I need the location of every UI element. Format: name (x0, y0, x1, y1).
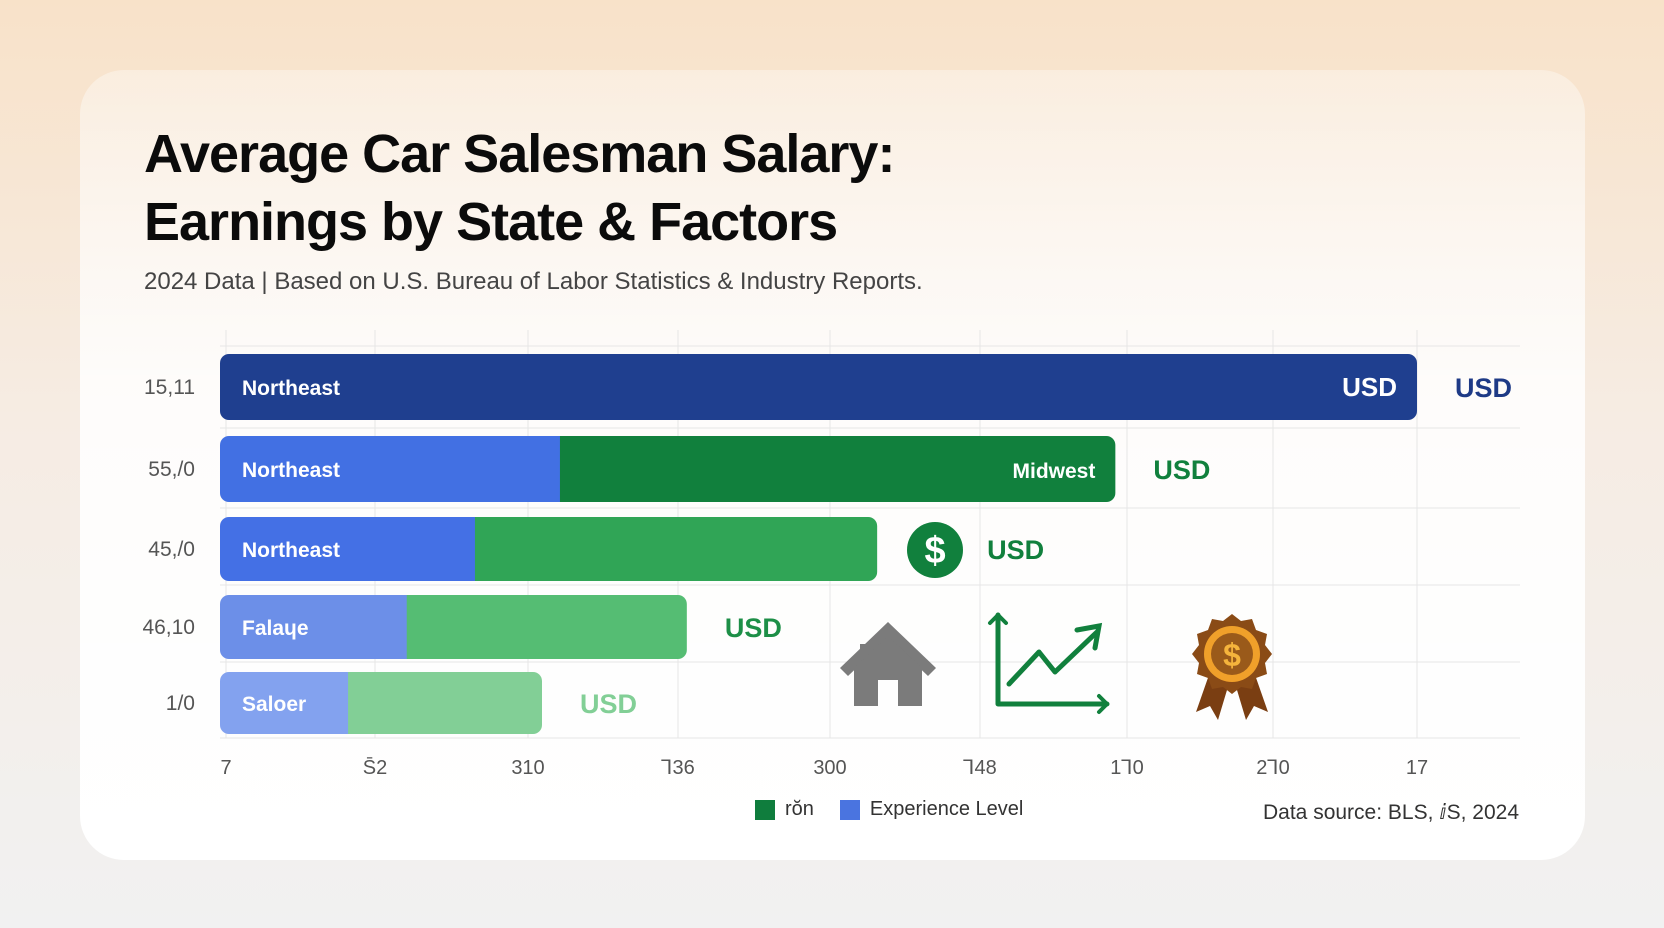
bar-segment (220, 672, 349, 734)
legend-label: Experience Level (869, 798, 1024, 820)
x-tick-label: S̄2 (363, 756, 387, 779)
row-label: 46,10 (142, 616, 195, 639)
bar-value-label: USD (725, 613, 782, 643)
title-line-1: Average Car Salesman Salary: (144, 124, 895, 184)
row-label: 55,/0 (148, 458, 195, 481)
row-label: 15,11 (144, 376, 195, 399)
segment-label: Northeast (242, 377, 340, 400)
segment-label: Saloer (242, 693, 306, 716)
svg-text:$: $ (924, 530, 945, 572)
segment-label: Northeast (242, 539, 340, 562)
x-tick-label: 310 (511, 757, 544, 779)
bar-value-label: USD (580, 689, 637, 719)
bar-row (220, 354, 1417, 420)
bar-segment (220, 354, 1417, 420)
house-icon (840, 622, 936, 706)
x-tick-label: 2⅂0 (1256, 757, 1289, 779)
x-tick-label: 17 (1406, 757, 1428, 779)
bar-value-label: USD (1455, 373, 1512, 403)
bar-end-label: USD (1342, 372, 1397, 402)
dollar-icon: $ (907, 522, 963, 578)
bar-segment (559, 436, 1116, 502)
chart-subtitle: 2024 Data | Based on U.S. Bureau of Labo… (144, 268, 923, 295)
bar-segment (474, 517, 878, 581)
x-tick-label: 1⅂0 (1110, 757, 1143, 779)
x-tick-label: 300 (813, 757, 846, 779)
bar-segment (220, 517, 476, 581)
icons: $ $ (840, 522, 1272, 720)
bar-row (220, 595, 687, 659)
legend-label: rŏn (785, 798, 814, 820)
legend-swatch (839, 799, 860, 820)
legend: rŏn Experience Level (755, 798, 1039, 821)
segment-label: Northeast (242, 459, 340, 482)
award-medal-icon: $ (1192, 614, 1272, 720)
legend-item: rŏn (755, 798, 814, 821)
bar-end-label: Midwest (1013, 460, 1096, 483)
bar-row (220, 436, 1116, 502)
bar-value-label: USD (987, 535, 1044, 565)
x-tick-label: ⅂48 (963, 757, 996, 779)
trend-up-icon (988, 612, 1110, 714)
bar-row (220, 517, 878, 581)
data-source-note: Data source: BLS, ⅈS, 2024 (1263, 801, 1520, 824)
bar-segment (406, 595, 687, 659)
bar-segment (220, 595, 408, 659)
x-tick-label: 7 (220, 757, 231, 779)
labels: Northeast USD USD 15,11 Northeast Midwest USD 5… (142, 372, 1512, 779)
bar-segment (220, 436, 561, 502)
bar-segment (348, 672, 542, 734)
segment-label: Falaɥe (242, 617, 309, 640)
chart-title: Average Car Salesman Salary: Earnings by… (144, 120, 895, 256)
bars (220, 354, 1417, 734)
legend-swatch (755, 799, 775, 820)
row-label: 45,/0 (148, 538, 195, 561)
row-label: 1/0 (166, 692, 195, 715)
x-tick-label: ⅂36 (661, 757, 694, 779)
bar-row (220, 672, 542, 734)
svg-text:$: $ (1223, 637, 1241, 673)
bar-value-label: USD (1153, 455, 1210, 485)
legend-item: Experience Level (839, 798, 1024, 821)
title-line-2: Earnings by State & Factors (144, 192, 838, 252)
